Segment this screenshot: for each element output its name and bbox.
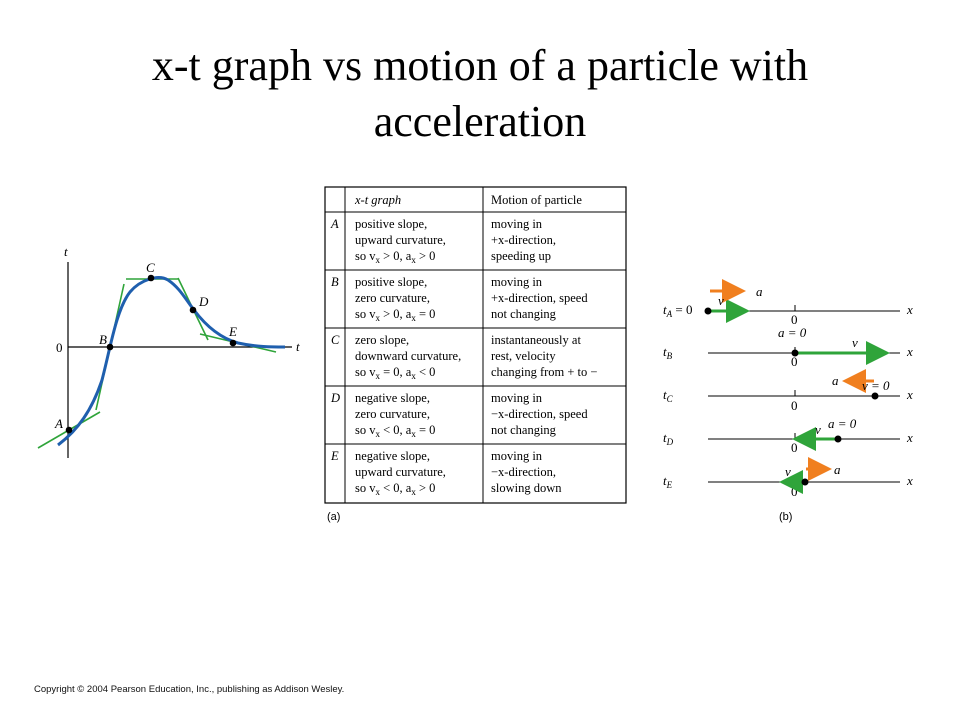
v-label-a: v: [718, 293, 724, 308]
table-motion-line: speeding up: [491, 249, 551, 263]
motion-caption: (b): [779, 511, 792, 523]
table-graph-line: positive slope,: [355, 275, 427, 289]
table-graph-line: zero curvature,: [355, 291, 430, 305]
table-graph-line: upward curvature,: [355, 465, 446, 479]
table-motion-line: moving in: [491, 217, 543, 231]
table-motion-line: −x-direction, speed: [491, 407, 588, 421]
motion-time-label: tB: [663, 344, 673, 361]
table-motion-line: −x-direction,: [491, 465, 556, 479]
table-motion-line: moving in: [491, 449, 543, 463]
table-row-key: A: [330, 217, 339, 231]
table-graph-formula: so vx = 0, ax < 0: [355, 365, 435, 381]
point-e: [229, 339, 237, 347]
title-line-2: acceleration: [373, 97, 587, 146]
table-graph-formula: so vx > 0, ax > 0: [355, 249, 435, 265]
table-motion-line: +x-direction,: [491, 233, 556, 247]
table-row-key: E: [330, 449, 339, 463]
table-header-motion: Motion of particle: [491, 193, 582, 207]
table-motion-line: moving in: [491, 391, 543, 405]
particle-c: [871, 392, 879, 400]
a-label-c: a: [832, 373, 839, 388]
point-label-a: A: [54, 416, 63, 431]
table-motion-line: rest, velocity: [491, 349, 556, 363]
point-label-b: B: [99, 332, 107, 347]
motion-diagram: tA = 0 tB tC tD tE 0 0 0 0 0 x x x x x v a v…: [663, 279, 913, 523]
a-label-e: a: [834, 462, 841, 477]
table-header-graph: x-t graph: [354, 193, 401, 207]
table-graph-line: zero slope,: [355, 333, 409, 347]
a-label-a: a: [756, 284, 763, 299]
table-graph-formula: so vx > 0, ax = 0: [355, 307, 435, 323]
table-motion-line: not changing: [491, 307, 557, 321]
motion-time-label: tE: [663, 473, 673, 490]
v-label-b: v: [852, 335, 858, 350]
axis-label-a: x: [906, 302, 913, 317]
axis-label-e: x: [906, 473, 913, 488]
point-b: [106, 343, 114, 351]
a-zero-label-d: a = 0: [828, 416, 857, 431]
table-motion-line: instantaneously at: [491, 333, 581, 347]
zero-label-d: 0: [791, 440, 798, 455]
motion-time-label: tD: [663, 430, 674, 447]
table-graph-line: positive slope,: [355, 217, 427, 231]
point-label-e: E: [228, 324, 237, 339]
point-d: [189, 306, 197, 314]
axis-label-d: x: [906, 430, 913, 445]
point-label-d: D: [198, 294, 209, 309]
table-caption: (a): [327, 511, 340, 523]
table-graph-formula: so vx < 0, ax > 0: [355, 481, 435, 497]
motion-time-label: tC: [663, 387, 674, 404]
table-graph-line: downward curvature,: [355, 349, 461, 363]
table-motion-line: +x-direction, speed: [491, 291, 588, 305]
table-row-key: B: [331, 275, 339, 289]
table-graph-line: negative slope,: [355, 449, 430, 463]
title-line-1: x-t graph vs motion of a particle with: [151, 41, 809, 90]
zero-label-c: 0: [791, 398, 798, 413]
zero-label-b: 0: [791, 354, 798, 369]
table-graph-line: zero curvature,: [355, 407, 430, 421]
axis-label-b: x: [906, 344, 913, 359]
table-graph-formula: so vx < 0, ax = 0: [355, 423, 435, 439]
v-zero-label-c: v = 0: [862, 378, 890, 393]
axis-label-c: x: [906, 387, 913, 402]
xt-curve: [57, 276, 286, 447]
table-row-key: D: [330, 391, 340, 405]
slide-title: x-t graph vs motion of a particle with a…: [20, 38, 940, 150]
motion-time-label: tA = 0: [663, 302, 692, 319]
point-c: [147, 274, 155, 282]
graph-origin-label: 0: [56, 340, 63, 355]
table-row-key: C: [331, 333, 340, 347]
v-label-e: v: [785, 464, 791, 479]
table-graph-line: upward curvature,: [355, 233, 446, 247]
graph-t-label: t: [296, 339, 300, 354]
zero-label-e: 0: [791, 484, 798, 499]
table-graph-line: negative slope,: [355, 391, 430, 405]
particle-e: [801, 478, 809, 486]
v-label-d: v: [815, 422, 821, 437]
point-a: [65, 426, 73, 434]
table-border: [324, 186, 627, 504]
table-motion-line: slowing down: [491, 481, 562, 495]
graph-x-label: t: [64, 244, 68, 259]
table-motion-line: moving in: [491, 275, 543, 289]
table-motion-line: not changing: [491, 423, 557, 437]
zero-label-a: 0: [791, 312, 798, 327]
table-motion-line: changing from + to −: [491, 365, 597, 379]
copyright-notice: Copyright © 2004 Pearson Education, Inc.…: [34, 684, 345, 695]
particle-d: [834, 435, 842, 443]
particle-a: [704, 307, 712, 315]
point-label-c: C: [146, 260, 155, 275]
xt-graph: t t 0 A B C D E: [37, 244, 300, 458]
a-zero-label-b: a = 0: [778, 325, 807, 340]
particle-b: [791, 349, 799, 357]
